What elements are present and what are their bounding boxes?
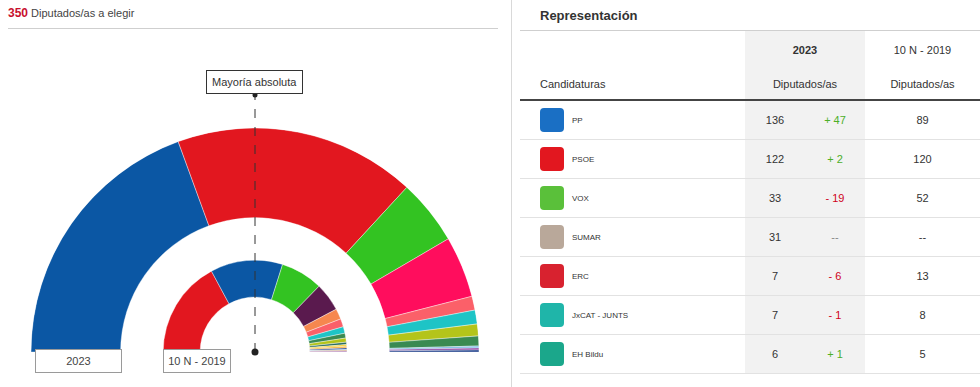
html-text:+ 2: + 2 bbox=[827, 153, 843, 165]
html-text:ERC: ERC bbox=[572, 271, 589, 281]
html-text:Representación: Representación bbox=[540, 8, 638, 23]
html-text:Candidaturas: Candidaturas bbox=[540, 77, 606, 90]
html-text:120: 120 bbox=[913, 153, 932, 165]
html-text:6: 6 bbox=[771, 348, 779, 360]
html-text:7: 7 bbox=[771, 270, 779, 282]
html-text:7: 7 bbox=[771, 309, 779, 321]
html-text:PSOE: PSOE bbox=[572, 154, 595, 164]
html-text:- 6: - 6 bbox=[828, 270, 842, 282]
html-text:+ 47: + 47 bbox=[824, 114, 846, 126]
html-text:SUMAR: SUMAR bbox=[572, 232, 601, 242]
html-text:Diputados/as: Diputados/as bbox=[772, 77, 838, 90]
html-text:13: 13 bbox=[916, 270, 929, 282]
html-text:8: 8 bbox=[919, 309, 926, 321]
html-text:- 19: - 19 bbox=[825, 192, 845, 204]
html-text:PP: PP bbox=[572, 115, 583, 125]
html-text:+ 1: + 1 bbox=[827, 348, 843, 360]
html-text:10 N - 2019: 10 N - 2019 bbox=[168, 355, 226, 367]
html-text:2023: 2023 bbox=[66, 355, 91, 367]
html-text:2023: 2023 bbox=[792, 43, 818, 56]
svg-text:Mayoría absoluta: Mayoría absoluta bbox=[212, 76, 297, 88]
html-text:JxCAT - JUNTS: JxCAT - JUNTS bbox=[572, 310, 629, 320]
html-text:136: 136 bbox=[765, 114, 785, 126]
html-text:89: 89 bbox=[916, 114, 929, 126]
html-text:VOX: VOX bbox=[572, 193, 589, 203]
html-text:33: 33 bbox=[768, 192, 782, 204]
html-text:10 N - 2019: 10 N - 2019 bbox=[893, 43, 952, 56]
html-text:5: 5 bbox=[919, 348, 926, 360]
html-text:350 Diputados/as a elegir: 350 Diputados/as a elegir bbox=[8, 6, 135, 20]
html-text:Diputados/as: Diputados/as bbox=[890, 77, 955, 90]
html-text:EH Bildu: EH Bildu bbox=[572, 349, 604, 359]
html-text:31: 31 bbox=[768, 231, 782, 243]
html-text:122: 122 bbox=[765, 153, 785, 165]
html-text:52: 52 bbox=[916, 192, 929, 204]
html-text:- 1: - 1 bbox=[828, 309, 842, 321]
